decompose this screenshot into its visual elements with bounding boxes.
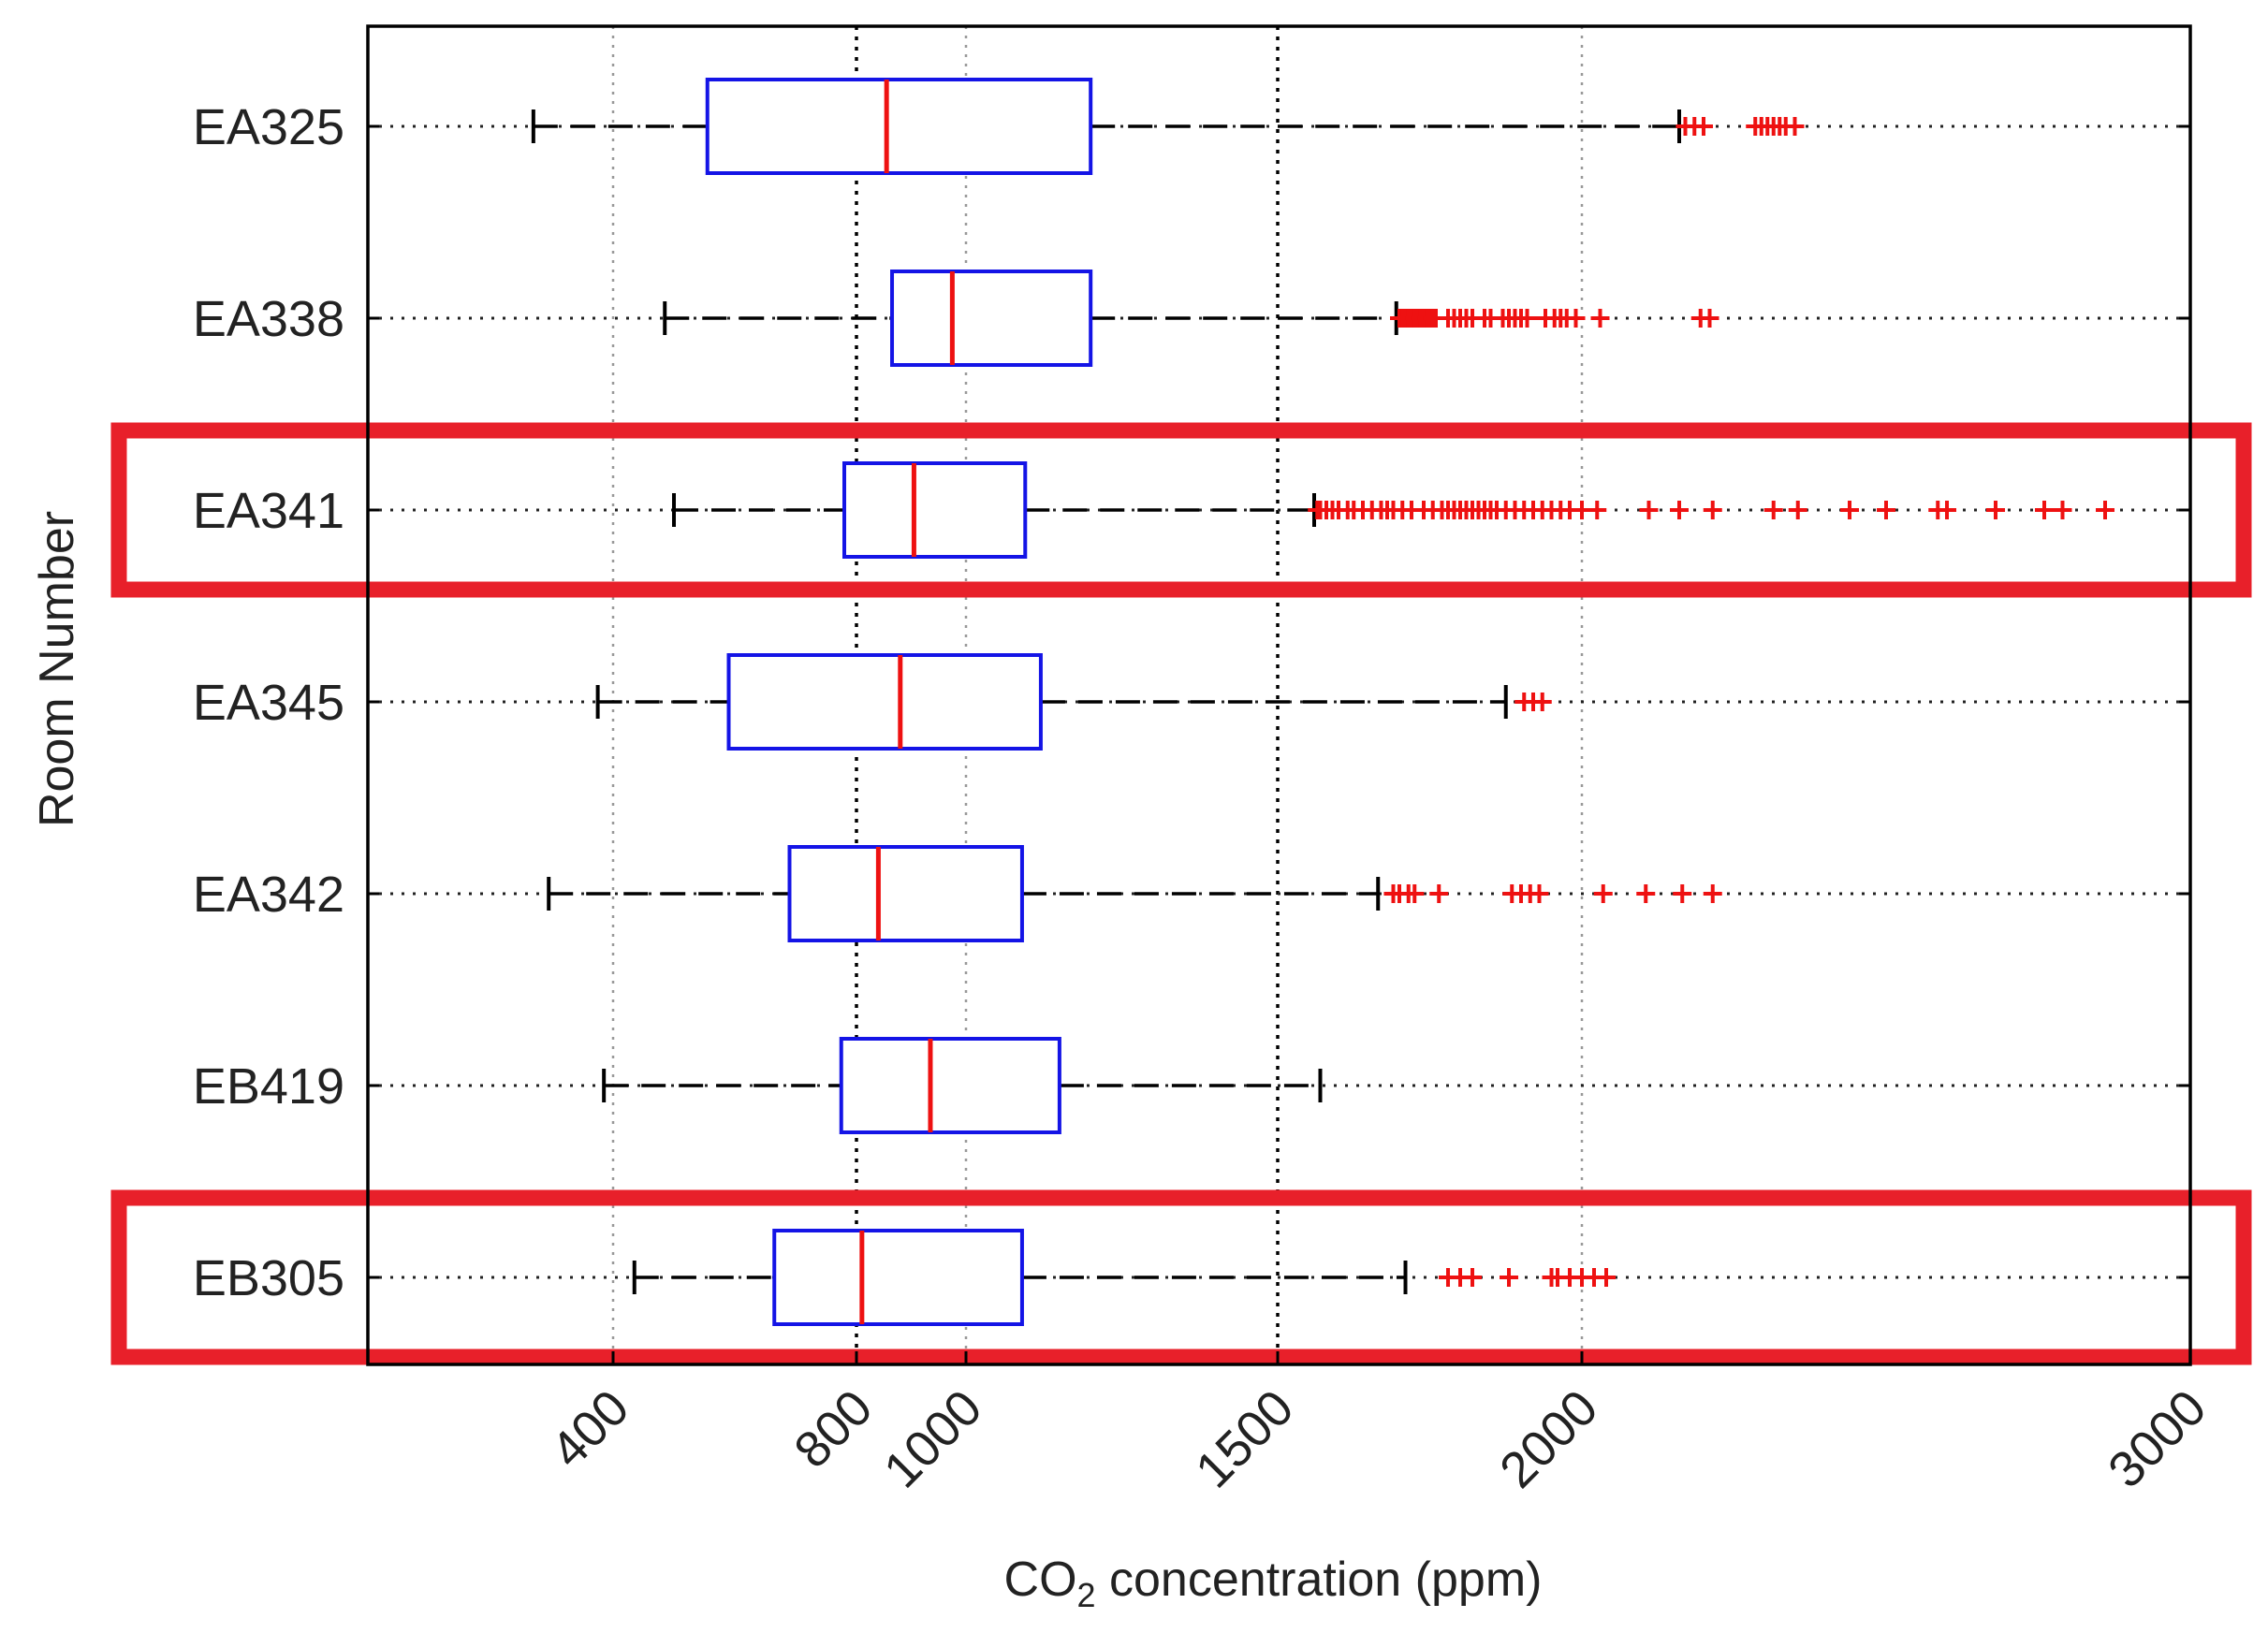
outlier-point xyxy=(2096,501,2114,519)
outlier-point xyxy=(1517,309,1537,328)
y-tick-label: EA342 xyxy=(193,867,344,923)
outlier-point xyxy=(1639,501,1659,519)
outlier-point xyxy=(1590,309,1610,328)
outlier-point xyxy=(1694,117,1713,136)
grid-layer xyxy=(368,26,2190,1364)
outlier-point xyxy=(1500,1268,1518,1287)
y-tick-labels: EA325 EA338 EA341 EA345 EA342 EB419 EB305 xyxy=(193,99,344,1306)
outlier-point xyxy=(1840,501,1859,519)
x-axis-title: CO2 concentration (ppm) xyxy=(1004,1553,1543,1614)
y-tick-label: EB305 xyxy=(193,1250,344,1306)
iqr-box xyxy=(839,1037,1061,1134)
iqr-box xyxy=(890,270,1093,367)
iqr-box xyxy=(787,845,1024,942)
highlight-layer xyxy=(110,422,2252,1365)
outlier-point xyxy=(1877,501,1895,519)
x-tick-label: 1000 xyxy=(873,1379,992,1498)
outlier-point xyxy=(1529,884,1549,903)
outlier-point xyxy=(1703,884,1722,903)
iqr-box xyxy=(726,653,1043,751)
x-axis-title-rest: concentration (ppm) xyxy=(1096,1553,1543,1607)
x-axis-title-main: CO xyxy=(1004,1553,1077,1607)
y-tick-label: EB419 xyxy=(193,1058,344,1115)
boxes-layer xyxy=(531,78,2114,1326)
iqr-box xyxy=(705,78,1093,175)
outlier-point xyxy=(1703,501,1722,519)
iqr-box xyxy=(772,1229,1024,1326)
x-tick-label: 400 xyxy=(540,1379,639,1479)
highlight-box xyxy=(110,1189,2252,1365)
y-tick-label: EA325 xyxy=(193,99,344,155)
outlier-point xyxy=(1566,309,1586,328)
outlier-point xyxy=(1597,1268,1616,1287)
x-tick-label: 3000 xyxy=(2098,1379,2217,1498)
x-tick-label: 2000 xyxy=(1489,1379,1608,1498)
x-tick-label: 800 xyxy=(783,1379,883,1479)
plot-frame xyxy=(366,24,2192,1366)
outlier-point xyxy=(1785,117,1805,136)
outlier-point xyxy=(1763,501,1783,519)
y-tick-label: EA341 xyxy=(193,483,344,539)
y-tick-label: EA345 xyxy=(193,675,344,731)
outlier-point xyxy=(1593,884,1613,903)
outlier-point xyxy=(1463,1268,1482,1287)
outlier-point xyxy=(1986,501,2005,519)
outlier-point xyxy=(1938,501,1956,519)
outlier-point xyxy=(2035,501,2054,519)
x-tick-label: 1500 xyxy=(1185,1379,1304,1498)
outlier-point xyxy=(1636,884,1656,903)
outlier-point xyxy=(1588,501,1607,519)
x-axis-title-subscript: 2 xyxy=(1077,1576,1096,1614)
outlier-point xyxy=(1429,884,1449,903)
outlier-point xyxy=(1700,309,1719,328)
iqr-box xyxy=(842,461,1028,559)
outlier-point xyxy=(2053,501,2072,519)
y-tick-label: EA338 xyxy=(193,291,344,347)
outlier-point xyxy=(1788,501,1807,519)
outlier-point xyxy=(1405,884,1425,903)
outlier-point xyxy=(1673,884,1692,903)
highlight-box xyxy=(110,422,2252,598)
outlier-point xyxy=(1670,501,1689,519)
outlier-point xyxy=(1532,693,1552,711)
y-axis-title: Room Number xyxy=(30,511,84,827)
